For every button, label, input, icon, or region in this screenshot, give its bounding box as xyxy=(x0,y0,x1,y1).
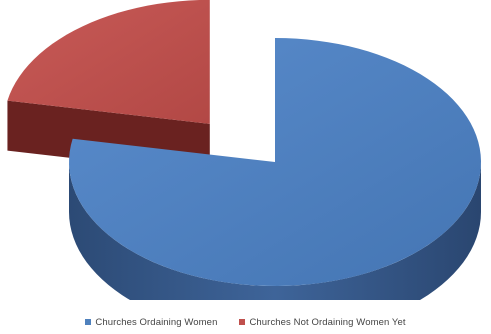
pie-slice-ordaining xyxy=(69,38,481,286)
legend-swatch-blue-icon xyxy=(85,319,92,325)
pie-side-ordaining xyxy=(69,162,481,300)
pie-top-faces xyxy=(7,0,481,286)
legend: Churches Ordaining Women Churches Not Or… xyxy=(0,314,491,330)
legend-label-not-ordaining: Churches Not Ordaining Women Yet xyxy=(249,316,406,328)
legend-label-ordaining: Churches Ordaining Women xyxy=(95,316,218,328)
legend-swatch-red-icon xyxy=(239,319,246,325)
legend-item-not-ordaining: Churches Not Ordaining Women Yet xyxy=(239,316,406,328)
legend-item-ordaining: Churches Ordaining Women xyxy=(85,317,217,328)
pie-slice-not-ordaining xyxy=(7,0,210,124)
pie-plot-area xyxy=(7,0,481,300)
